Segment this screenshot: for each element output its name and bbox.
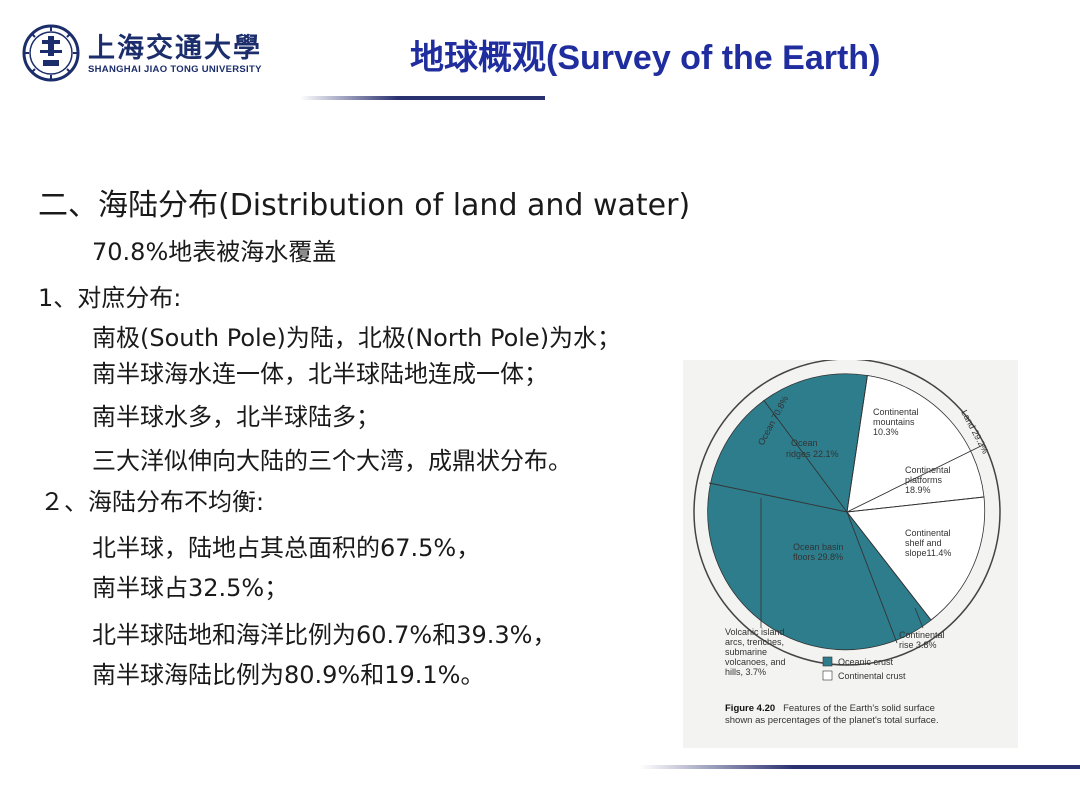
logo-english-name: SHANGHAI JIAO TONG UNIVERSITY xyxy=(88,64,262,75)
figure-caption-line-1: Features of the Earth's solid surface xyxy=(783,703,935,714)
continental-shelf-sector xyxy=(846,496,986,621)
sector-dividers xyxy=(708,375,985,644)
section-1-line-2: 南半球海水连一体，北半球陆地连成一体； xyxy=(92,360,548,388)
footer-rule xyxy=(640,765,1080,769)
surface-pie-diagram: Ocean 70.8% Land 29.2% Ocean ridges 22.1… xyxy=(693,360,1001,681)
volcanic-l3: submarine xyxy=(725,647,767,657)
section-1-line-4: 三大洋似伸向大陆的三个大湾，成鼎状分布。 xyxy=(92,447,572,475)
section-2-line-2: 南半球占32.5%； xyxy=(92,574,289,602)
figure-caption-line-2: shown as percentages of the planet's tot… xyxy=(725,715,939,726)
continental-shelf-l3: slope11.4% xyxy=(905,548,951,558)
logo-chinese-name: 上海交通大學 xyxy=(88,33,262,64)
ocean-basin-l2: floors 29.8% xyxy=(793,552,843,562)
continental-platforms-l3: 18.9% xyxy=(905,485,931,495)
oceanic-crust-sector-upper xyxy=(763,373,868,514)
page-title: 地球概观(Survey of the Earth) xyxy=(410,39,881,77)
university-seal-icon xyxy=(22,24,80,82)
section-2-line-3: 北半球陆地和海洋比例为60.7%和39.3%， xyxy=(92,621,557,649)
university-logo: 上海交通大學 SHANGHAI JIAO TONG UNIVERSITY xyxy=(22,24,262,84)
figure-caption-number: Figure 4.20 xyxy=(725,703,776,714)
continental-shelf-label: Continental shelf and slope11.4% xyxy=(905,528,953,558)
section-heading: 二、海陆分布(Distribution of land and water) xyxy=(38,188,691,223)
continental-platforms-l2: platforms xyxy=(905,475,943,485)
volcanic-l2: arcs, trenches, xyxy=(725,637,784,647)
ocean-ridges-label: Ocean ridges 22.1% xyxy=(786,438,839,459)
continental-mountains-l3: 10.3% xyxy=(873,427,899,437)
volcanic-l5: hills, 3.7% xyxy=(725,667,766,677)
continental-mountains-l1: Continental xyxy=(873,407,919,417)
volcanic-label: Volcanic island arcs, trenches, submarin… xyxy=(725,627,788,677)
legend-continental-label: Continental crust xyxy=(838,671,906,681)
earth-surface-figure: Ocean 70.8% Land 29.2% Ocean ridges 22.1… xyxy=(683,360,1018,748)
legend-oceanic-label: Oceanic crust xyxy=(838,657,894,667)
figure-caption: Figure 4.20 Features of the Earth's soli… xyxy=(725,703,939,727)
ocean-ridges-label-l1: Ocean xyxy=(791,438,818,448)
legend-oceanic-swatch xyxy=(822,656,833,667)
section-1-heading: 1、对庶分布: xyxy=(38,284,182,312)
section-2-line-1: 北半球，陆地占其总面积的67.5%， xyxy=(92,534,481,562)
continental-crust-sector xyxy=(846,375,985,513)
ocean-basin-l1: Ocean basin xyxy=(793,542,844,552)
volcanic-l1: Volcanic island xyxy=(725,627,785,637)
continental-shelf-l2: shelf and xyxy=(905,538,942,548)
section-1-line-1: 南极(South Pole)为陆，北极(North Pole)为水； xyxy=(92,324,622,352)
continental-platforms-l1: Continental xyxy=(905,465,951,475)
legend-continental-swatch xyxy=(822,670,833,681)
leader-lines xyxy=(760,498,924,629)
continental-mountains-label: Continental mountains 10.3% xyxy=(873,407,921,437)
ocean-coverage-line: 70.8%地表被海水覆盖 xyxy=(92,238,337,266)
section-2-line-4: 南半球海陆比例为80.9%和19.1%。 xyxy=(92,661,485,689)
continental-shelf-l1: Continental xyxy=(905,528,951,538)
section-1-line-3: 南半球水多，北半球陆多； xyxy=(92,403,380,431)
ocean-basin-label: Ocean basin floors 29.8% xyxy=(793,542,846,562)
continental-rise-l2: rise 3.8% xyxy=(899,640,937,650)
continental-rise-label: Continental rise 3.8% xyxy=(899,630,947,650)
outer-ring xyxy=(693,360,1001,666)
continental-mountains-l2: mountains xyxy=(873,417,915,427)
volcanic-l4: volcanoes, and xyxy=(725,657,786,667)
title-underline xyxy=(300,96,545,100)
ocean-ridges-label-l2: ridges 22.1% xyxy=(786,449,839,459)
continental-platforms-label: Continental platforms 18.9% xyxy=(905,465,953,495)
section-2-heading: ２、海陆分布不均衡: xyxy=(40,488,265,516)
continental-rise-l1: Continental xyxy=(899,630,945,640)
